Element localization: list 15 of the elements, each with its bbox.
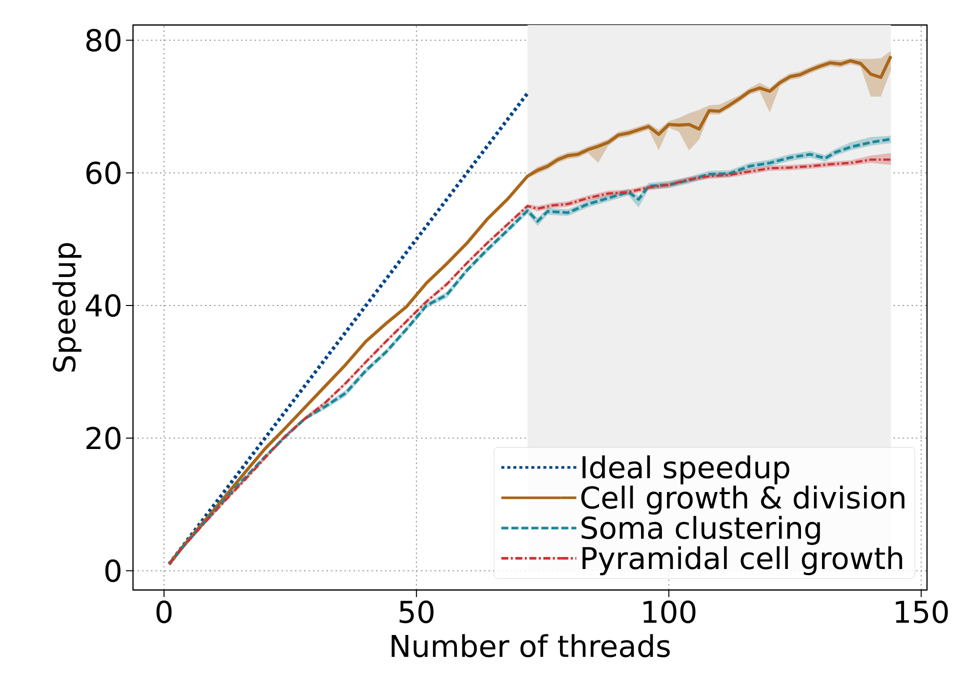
x-tick-label: 100 <box>643 600 696 624</box>
y-tick-label: 20 <box>86 426 120 450</box>
x-axis-title: Number of threads <box>392 634 670 658</box>
x-tick-label: 50 <box>400 600 434 624</box>
legend-label: Ideal speedup <box>582 455 790 484</box>
y-tick-label: 60 <box>86 162 120 184</box>
y-tick-label: 80 <box>86 28 120 52</box>
legend-label: Pyramidal cell growth <box>582 546 902 576</box>
legend-label: Cell growth & division <box>581 486 904 515</box>
x-tick-label: 0 <box>156 600 172 624</box>
y-axis-title: Speedup <box>52 243 82 372</box>
y-tick-label: 40 <box>86 294 120 317</box>
y-tick-label: 0 <box>105 559 120 582</box>
legend-label: Soma clustering <box>582 516 820 545</box>
x-tick-label: 150 <box>896 600 948 624</box>
